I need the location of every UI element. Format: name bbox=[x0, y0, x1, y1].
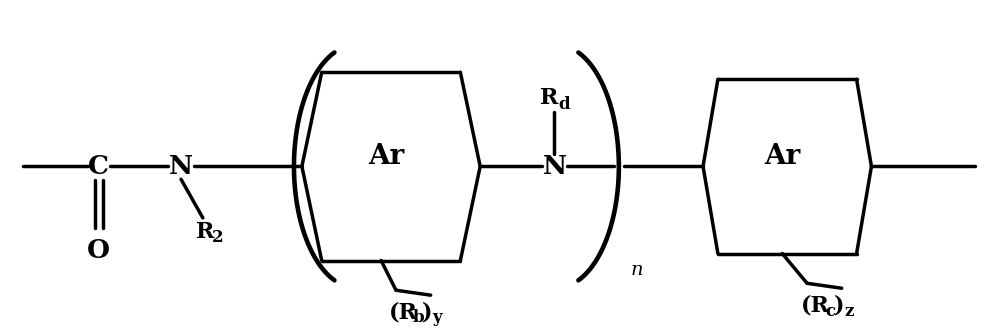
Text: n: n bbox=[631, 261, 643, 279]
Text: d: d bbox=[559, 95, 570, 113]
Text: b: b bbox=[413, 309, 424, 326]
Text: c: c bbox=[825, 302, 836, 319]
Text: (R: (R bbox=[800, 294, 829, 316]
Text: ): ) bbox=[833, 294, 844, 316]
Text: O: O bbox=[88, 238, 111, 263]
Text: N: N bbox=[543, 154, 567, 179]
Text: C: C bbox=[89, 154, 110, 179]
Text: y: y bbox=[432, 309, 441, 326]
Text: (R: (R bbox=[388, 301, 417, 323]
Text: Ar: Ar bbox=[368, 143, 404, 170]
Text: 2: 2 bbox=[212, 229, 224, 246]
Text: z: z bbox=[844, 302, 853, 319]
Text: Ar: Ar bbox=[764, 143, 800, 170]
Text: N: N bbox=[169, 154, 193, 179]
Text: R: R bbox=[540, 87, 559, 109]
Text: ): ) bbox=[421, 301, 432, 323]
Text: R: R bbox=[196, 221, 214, 243]
